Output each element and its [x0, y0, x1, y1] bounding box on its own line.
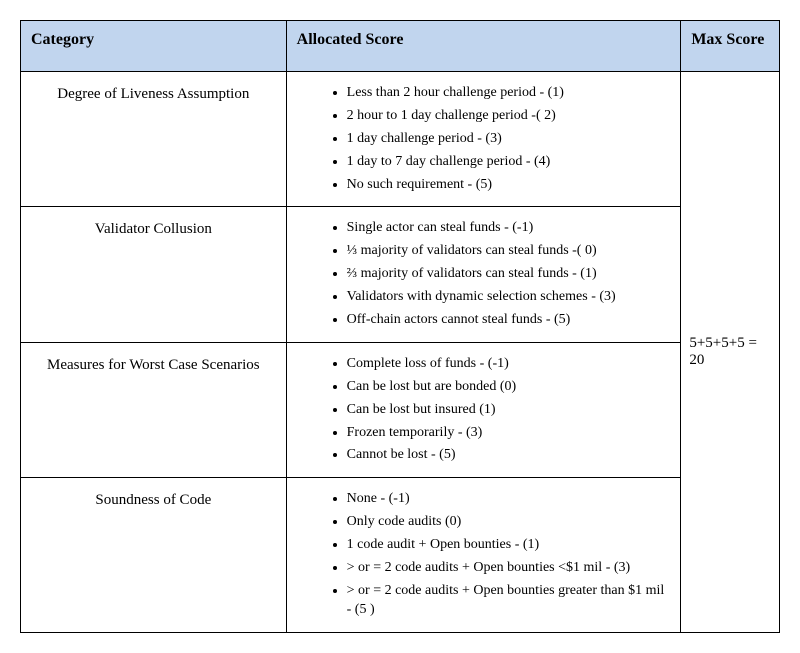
list-item: Can be lost but are bonded (0)	[347, 376, 671, 399]
category-cell: Soundness of Code	[21, 478, 287, 632]
table-row: Measures for Worst Case Scenarios Comple…	[21, 342, 780, 477]
allocated-cell: Complete loss of funds - (-1) Can be los…	[286, 342, 681, 477]
score-list: Complete loss of funds - (-1) Can be los…	[317, 353, 671, 467]
list-item: 2 hour to 1 day challenge period -( 2)	[347, 105, 671, 128]
score-list: Less than 2 hour challenge period - (1) …	[317, 82, 671, 196]
header-category: Category	[21, 21, 287, 72]
list-item: Less than 2 hour challenge period - (1)	[347, 82, 671, 105]
score-list: Single actor can steal funds - (-1) ⅓ ma…	[317, 217, 671, 331]
category-cell: Validator Collusion	[21, 207, 287, 342]
header-allocated: Allocated Score	[286, 21, 681, 72]
list-item: Single actor can steal funds - (-1)	[347, 217, 671, 240]
list-item: ⅔ majority of validators can steal funds…	[347, 263, 671, 286]
list-item: Frozen temporarily - (3)	[347, 422, 671, 445]
list-item: Can be lost but insured (1)	[347, 399, 671, 422]
list-item: Cannot be lost - (5)	[347, 444, 671, 467]
allocated-cell: None - (-1) Only code audits (0) 1 code …	[286, 478, 681, 632]
list-item: 1 code audit + Open bounties - (1)	[347, 534, 671, 557]
list-item: None - (-1)	[347, 488, 671, 511]
list-item: Complete loss of funds - (-1)	[347, 353, 671, 376]
table-wrapper: Category Allocated Score Max Score Degre…	[20, 20, 780, 633]
list-item: 1 day to 7 day challenge period - (4)	[347, 151, 671, 174]
score-list: None - (-1) Only code audits (0) 1 code …	[317, 488, 671, 621]
table-row: Validator Collusion Single actor can ste…	[21, 207, 780, 342]
max-score-cell: 5+5+5+5 = 20	[681, 72, 780, 633]
allocated-cell: Less than 2 hour challenge period - (1) …	[286, 72, 681, 207]
list-item: > or = 2 code audits + Open bounties <$1…	[347, 557, 671, 580]
category-cell: Measures for Worst Case Scenarios	[21, 342, 287, 477]
list-item: ⅓ majority of validators can steal funds…	[347, 240, 671, 263]
list-item: Validators with dynamic selection scheme…	[347, 286, 671, 309]
list-item: Off-chain actors cannot steal funds - (5…	[347, 309, 671, 332]
allocated-cell: Single actor can steal funds - (-1) ⅓ ma…	[286, 207, 681, 342]
table-header-row: Category Allocated Score Max Score	[21, 21, 780, 72]
list-item: > or = 2 code audits + Open bounties gre…	[347, 580, 671, 622]
list-item: No such requirement - (5)	[347, 174, 671, 197]
table-row: Soundness of Code None - (-1) Only code …	[21, 478, 780, 632]
table-row: Degree of Liveness Assumption Less than …	[21, 72, 780, 207]
list-item: Only code audits (0)	[347, 511, 671, 534]
header-max: Max Score	[681, 21, 780, 72]
category-cell: Degree of Liveness Assumption	[21, 72, 287, 207]
score-table: Category Allocated Score Max Score Degre…	[20, 20, 780, 633]
list-item: 1 day challenge period - (3)	[347, 128, 671, 151]
